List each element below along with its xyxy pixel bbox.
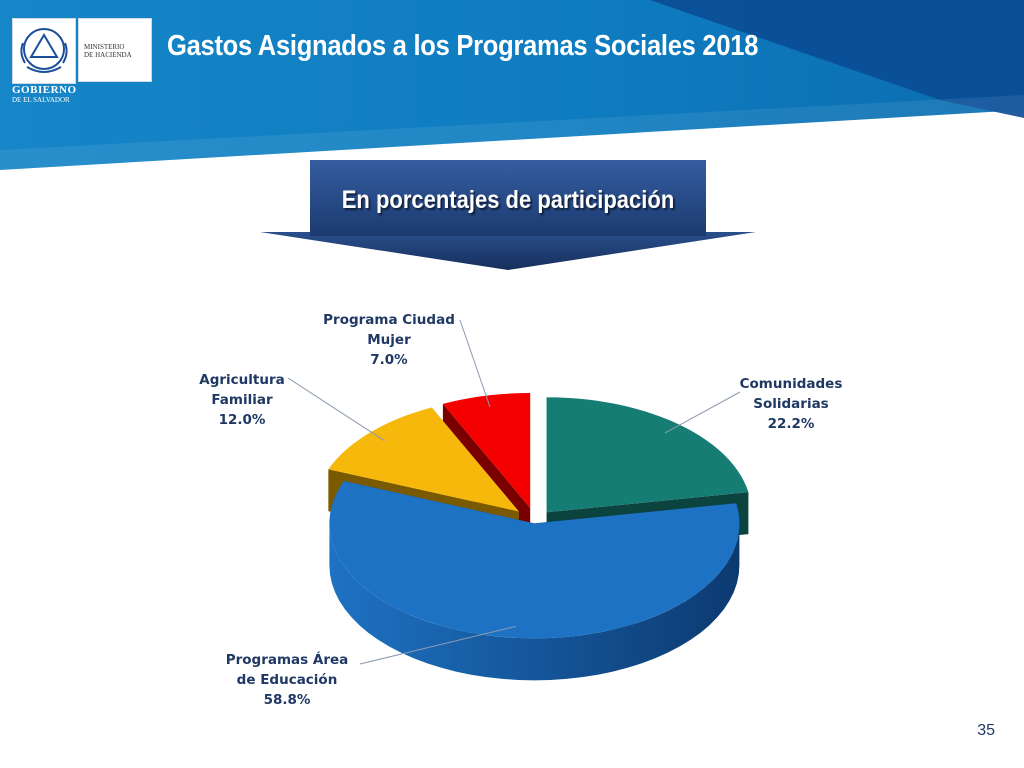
slice-label-line: Agricultura [199,372,285,388]
slice-label-agricultura-familiar: Agricultura Familiar 12.0% [162,370,322,430]
coat-of-arms-icon [12,18,76,84]
slice-label-line: Familiar [211,392,273,408]
leader-line [459,319,491,408]
gov-line-1: GOBIERNO [12,84,77,96]
slice-label-line: 12.0% [218,412,266,428]
gobierno-logo: MINISTERIO DE HACIENDA GOBIERNO DE EL SA… [12,18,152,108]
pie-slice-top [328,407,519,512]
slice-label-line: 7.0% [370,352,408,368]
page-number: 35 [977,722,995,739]
slice-label-line: Programa Ciudad [323,312,455,328]
government-logo-text: GOBIERNO DE EL SALVADOR [12,84,152,105]
pie-slice-programas-area-educacion [329,481,740,681]
pie-slice-side [329,523,740,681]
slice-label-programas-area-educacion: Programas Área de Educación 58.8% [207,650,367,710]
slice-label-line: Comunidades [739,376,843,392]
slice-label-line: Mujer [367,332,411,348]
ministry-line-2: DE HACIENDA [84,51,132,59]
slice-label-line: 22.2% [767,416,815,432]
slice-label-line: 58.8% [263,692,311,708]
ministry-logo-text: MINISTERIO DE HACIENDA [78,18,152,82]
page-title: Gastos Asignados a los Programas Sociale… [167,30,759,62]
slice-label-line: Solidarias [753,396,829,412]
ministry-line-1: MINISTERIO [84,43,125,51]
pie-slice-top [546,397,749,513]
leader-line [664,391,741,434]
pie-slice-top [442,392,531,508]
slice-label-line: de Educación [236,672,338,688]
slice-label-line: Programas Área [225,652,349,668]
pie-slice-top [329,481,740,639]
leader-line [287,377,385,442]
slice-label-comunidades-solidarias: Comunidades Solidarias 22.2% [711,374,871,434]
slice-label-programa-ciudad-mujer: Programa Ciudad Mujer 7.0% [309,310,469,370]
header-band [0,0,1024,170]
leader-line [359,625,516,665]
subtitle-banner [260,160,756,270]
subtitle: En porcentajes de participación [341,186,675,214]
gov-line-2: DE EL SALVADOR [12,96,70,104]
